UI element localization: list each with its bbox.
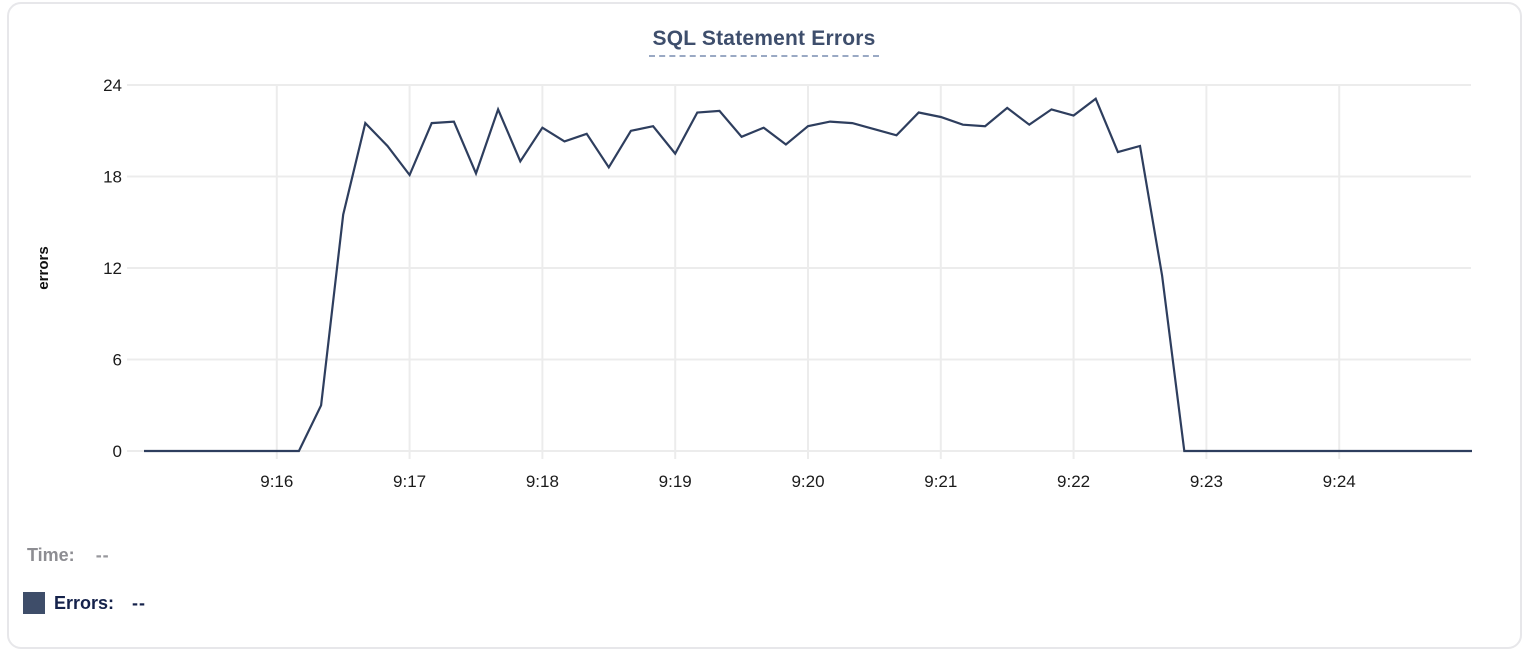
errors-series-line[interactable] bbox=[144, 96, 1472, 453]
y-axis-label: errors bbox=[35, 246, 52, 289]
legend-errors-value: -- bbox=[132, 593, 147, 613]
x-tick-label: 9:23 bbox=[1190, 472, 1223, 491]
x-tick-label: 9:20 bbox=[791, 472, 824, 491]
legend-time-row: Time: -- bbox=[27, 542, 110, 568]
x-tick-label: 9:21 bbox=[924, 472, 957, 491]
x-tick-label: 9:19 bbox=[659, 472, 692, 491]
x-tick-label: 9:22 bbox=[1057, 472, 1090, 491]
chart-header: SQL Statement Errors bbox=[0, 27, 1528, 57]
errors-series-swatch bbox=[23, 592, 45, 614]
y-tick-label: 18 bbox=[103, 168, 122, 187]
legend-errors-row: Errors: -- bbox=[23, 590, 146, 616]
legend-time-value: -- bbox=[95, 545, 110, 565]
x-tick-label: 9:24 bbox=[1323, 472, 1356, 491]
x-tick-label: 9:18 bbox=[526, 472, 559, 491]
y-tick-label: 6 bbox=[113, 351, 122, 370]
y-tick-label: 12 bbox=[103, 259, 122, 278]
y-tick-label: 24 bbox=[103, 76, 122, 95]
legend-time-label: Time: bbox=[27, 545, 75, 565]
legend-errors-label: Errors: bbox=[54, 593, 115, 613]
y-tick-label: 0 bbox=[113, 442, 122, 461]
card-border bbox=[7, 2, 1522, 649]
x-tick-label: 9:16 bbox=[260, 472, 293, 491]
chart-title[interactable]: SQL Statement Errors bbox=[649, 27, 879, 57]
x-tick-label: 9:17 bbox=[393, 472, 426, 491]
